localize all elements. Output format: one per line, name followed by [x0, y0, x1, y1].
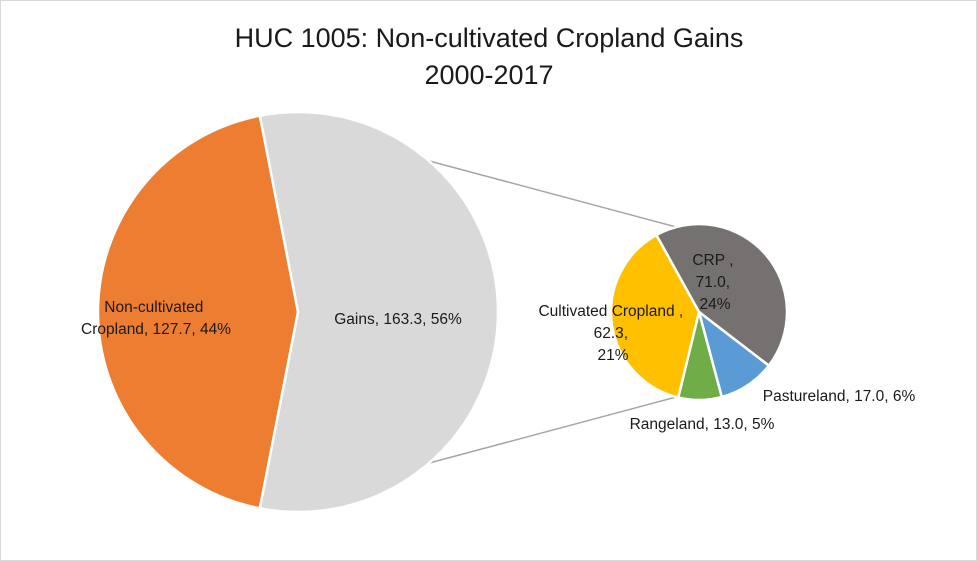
- chart-title: HUC 1005: Non-cultivated Cropland Gains: [235, 23, 744, 53]
- secondary-pie: [609, 222, 789, 402]
- label-crp: CRP , 71.0, 24%: [692, 252, 737, 313]
- main-slice-non-cultivated-cropland: [96, 114, 300, 510]
- label-rangeland: Rangeland, 13.0, 5%: [630, 416, 775, 433]
- secondary-slice-crp: [654, 222, 789, 368]
- label-non-cultivated-cropland: Non-cultivated Cropland, 127.7, 44%: [81, 299, 231, 338]
- label-gains: Gains, 163.3, 56%: [334, 311, 462, 328]
- label-cultivated-cropland: Cultivated Cropland , 62.3, 21%: [538, 303, 687, 364]
- label-pastureland: Pastureland, 17.0, 6%: [763, 388, 916, 405]
- main-pie: [96, 110, 500, 514]
- main-slice-gains: [258, 110, 500, 514]
- secondary-slice-cultivated-cropland: [609, 233, 701, 400]
- chart-subtitle: 2000-2017: [424, 60, 553, 90]
